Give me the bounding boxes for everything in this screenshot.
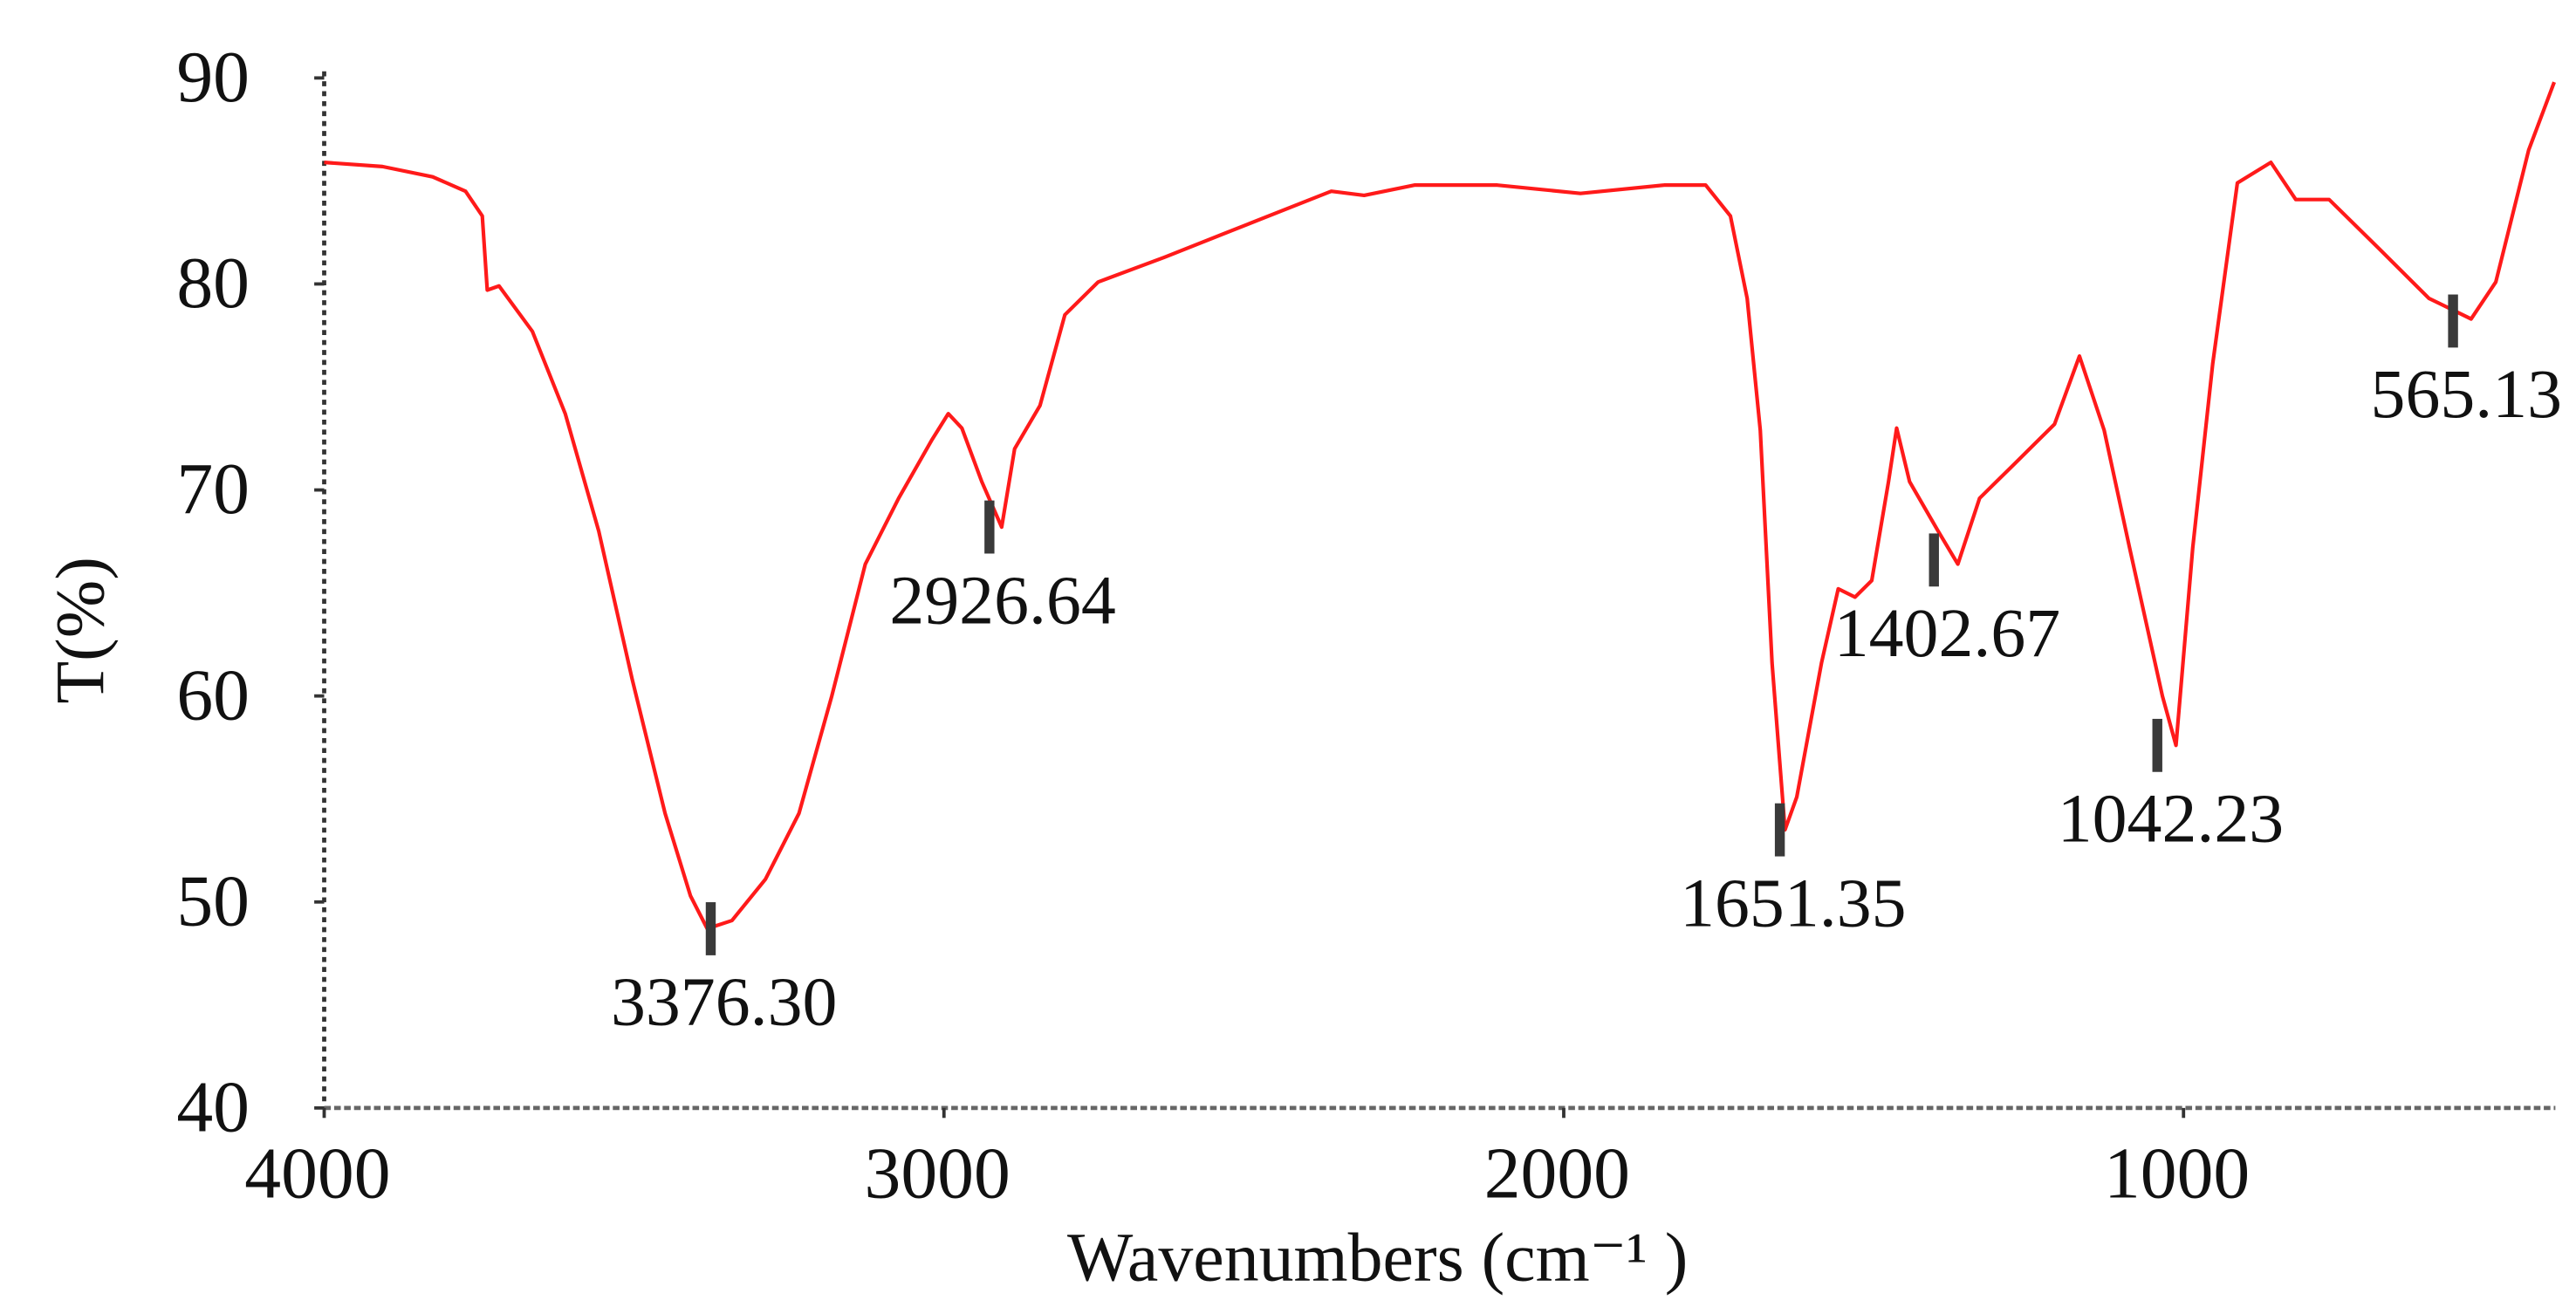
x-tick-label: 2000	[1484, 1133, 1630, 1215]
y-tick-label: 50	[176, 860, 250, 941]
peak-marker	[2448, 294, 2458, 348]
peak-label: 565.13	[2371, 356, 2563, 433]
peak-label: 1402.67	[1834, 595, 2060, 672]
x-tick-label: 1000	[2104, 1133, 2250, 1215]
spectrum-line	[324, 81, 2557, 931]
peak-label: 1651.35	[1680, 865, 1906, 941]
x-axis-title: Wavenumbers (cm⁻¹ )	[1067, 1220, 1688, 1297]
y-tick-label: 70	[176, 448, 250, 530]
peak-marker	[984, 500, 995, 554]
peak-label: 1042.23	[2058, 781, 2284, 858]
peak-marker	[705, 902, 716, 955]
peak-marker	[1774, 803, 1785, 857]
peak-label: 3376.30	[611, 964, 837, 1041]
y-tick-label: 60	[176, 654, 250, 736]
y-tick-label: 90	[176, 37, 250, 118]
x-tick-label: 3000	[865, 1133, 1011, 1215]
y-tick-label: 80	[176, 243, 250, 324]
x-tick-label: 4000	[244, 1133, 390, 1215]
peak-marker	[2152, 718, 2162, 772]
y-axis-title: T(%)	[43, 557, 120, 703]
peak-marker	[1929, 533, 1939, 587]
peak-label: 2926.64	[889, 562, 1115, 639]
y-tick-label: 40	[176, 1066, 250, 1147]
